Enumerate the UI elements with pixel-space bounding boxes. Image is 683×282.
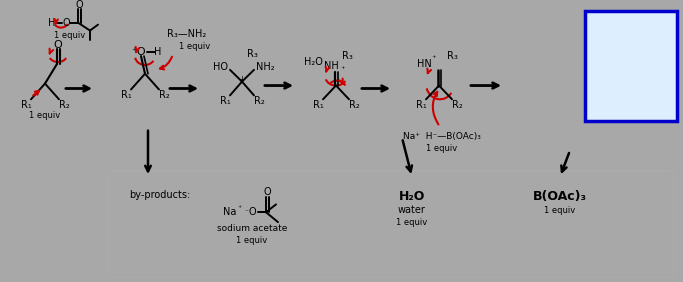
Text: sodium acetate: sodium acetate xyxy=(217,224,287,233)
Text: R₃: R₃ xyxy=(639,29,650,39)
Text: 1 equiv: 1 equiv xyxy=(426,144,458,153)
Text: R₂: R₂ xyxy=(348,100,359,110)
Text: R₂: R₂ xyxy=(253,96,264,106)
Text: R₃: R₃ xyxy=(447,51,458,61)
Text: R₁: R₁ xyxy=(416,100,426,110)
Text: R₂: R₂ xyxy=(158,90,169,100)
Text: R₁: R₁ xyxy=(20,100,31,110)
Text: by-products:: by-products: xyxy=(129,190,191,200)
Text: O: O xyxy=(62,18,70,28)
Text: R₁: R₁ xyxy=(606,85,616,94)
Text: 1 equiv: 1 equiv xyxy=(236,236,268,245)
Text: O: O xyxy=(263,187,271,197)
FancyBboxPatch shape xyxy=(585,11,677,121)
Text: B(OAc)₃: B(OAc)₃ xyxy=(533,190,587,203)
Text: R₂: R₂ xyxy=(643,85,654,94)
Text: +: + xyxy=(238,75,245,84)
Text: ⁺: ⁺ xyxy=(341,65,345,74)
Text: Na⁺  H⁻—B(OAc)₃: Na⁺ H⁻—B(OAc)₃ xyxy=(403,132,481,141)
Text: HO: HO xyxy=(213,62,228,72)
Text: ⁺: ⁺ xyxy=(432,54,436,63)
Text: ⁺O: ⁺O xyxy=(132,47,146,57)
Text: 1 equiv: 1 equiv xyxy=(29,111,61,120)
FancyBboxPatch shape xyxy=(108,171,674,277)
Text: ⁻: ⁻ xyxy=(244,208,248,217)
Text: R₃—NH₂: R₃—NH₂ xyxy=(167,29,207,39)
Text: 1 equiv: 1 equiv xyxy=(55,31,85,40)
Text: R₁: R₁ xyxy=(220,96,230,106)
Text: H: H xyxy=(154,47,162,57)
Text: 1 equiv: 1 equiv xyxy=(544,206,576,215)
Text: water: water xyxy=(398,205,426,215)
Text: HN: HN xyxy=(612,41,630,51)
Text: 1 equiv: 1 equiv xyxy=(180,42,210,51)
Text: H₂O: H₂O xyxy=(303,57,322,67)
Text: R₃: R₃ xyxy=(247,49,257,59)
Text: H: H xyxy=(48,18,56,28)
Text: R₂: R₂ xyxy=(451,100,462,110)
Text: R₁: R₁ xyxy=(313,100,323,110)
Text: NH₂: NH₂ xyxy=(256,62,275,72)
Text: 1 equiv: 1 equiv xyxy=(396,218,428,226)
Text: O: O xyxy=(75,0,83,10)
Text: ⁺: ⁺ xyxy=(238,204,242,213)
Text: R₃: R₃ xyxy=(342,51,352,61)
Text: Na: Na xyxy=(223,207,237,217)
Text: H₂O: H₂O xyxy=(399,190,426,203)
Text: O: O xyxy=(248,207,256,217)
Text: O: O xyxy=(54,40,62,50)
Text: R₂: R₂ xyxy=(59,100,70,110)
Text: R₁: R₁ xyxy=(121,90,131,100)
Text: HN: HN xyxy=(417,59,432,69)
Text: NH: NH xyxy=(324,61,338,71)
